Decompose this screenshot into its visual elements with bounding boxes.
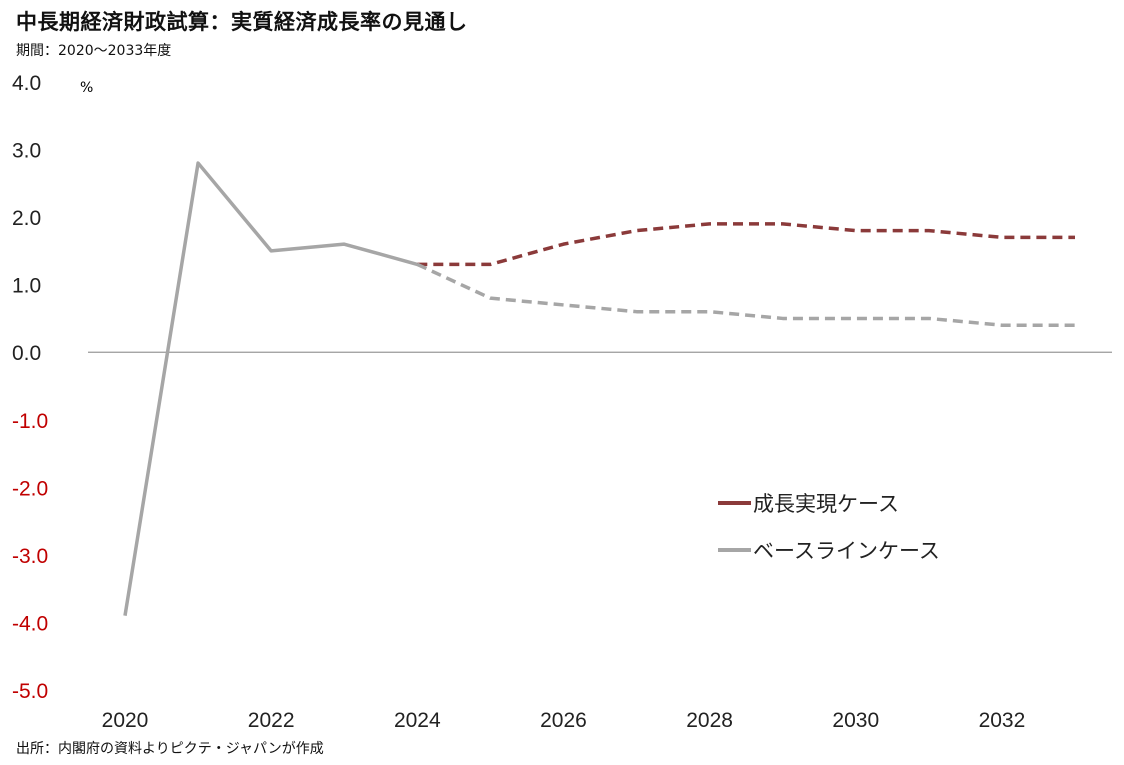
series-layer: [123, 161, 1075, 616]
x-tick-label: 2032: [979, 709, 1026, 732]
y-tick-label: -4.0: [12, 612, 48, 635]
y-tick-label: -3.0: [12, 545, 48, 568]
x-tick-label: 2028: [686, 709, 733, 732]
y-tick-label: 0.0: [12, 342, 41, 365]
y-tick-label: -5.0: [12, 680, 48, 703]
source-note: 出所：内閣府の資料よりピクテ・ジャパンが作成: [16, 741, 324, 757]
line-chart: 4.0 3.0 2.0 1.0 0.0 -1.0 -2.0 -3.0 -4.0 -5.0 % 20…: [12, 72, 1112, 732]
series-line-growth: [417, 222, 1075, 267]
x-tick-label: 2022: [248, 709, 295, 732]
y-tick-label: -1.0: [12, 410, 48, 433]
x-tick-label: 2030: [832, 709, 879, 732]
legend-label: ベースラインケース: [753, 539, 940, 563]
x-axis-ticks: 2020 2022 2024 2026 2028 2030 2032: [102, 709, 1026, 732]
x-tick-label: 2020: [102, 709, 149, 732]
x-tick-label: 2026: [540, 709, 587, 732]
series-line-baseline-actual: [123, 161, 418, 616]
y-tick-label: 4.0: [12, 72, 41, 95]
y-axis-ticks: 4.0 3.0 2.0 1.0 0.0 -1.0 -2.0 -3.0 -4.0 -5.0: [12, 72, 48, 703]
series-line-baseline-projection: [416, 262, 1075, 327]
legend-label: 成長実現ケース: [753, 492, 899, 516]
chart-title: 中長期経済財政試算：実質経済成長率の見通し: [16, 10, 468, 34]
chart-subtitle: 期間：2020～2033年度: [16, 43, 172, 59]
y-axis-unit-label: %: [80, 80, 93, 96]
y-tick-label: 1.0: [12, 275, 41, 298]
y-tick-label: 3.0: [12, 140, 41, 163]
y-tick-label: 2.0: [12, 207, 41, 230]
x-tick-label: 2024: [394, 709, 441, 732]
y-tick-label: -2.0: [12, 477, 48, 500]
